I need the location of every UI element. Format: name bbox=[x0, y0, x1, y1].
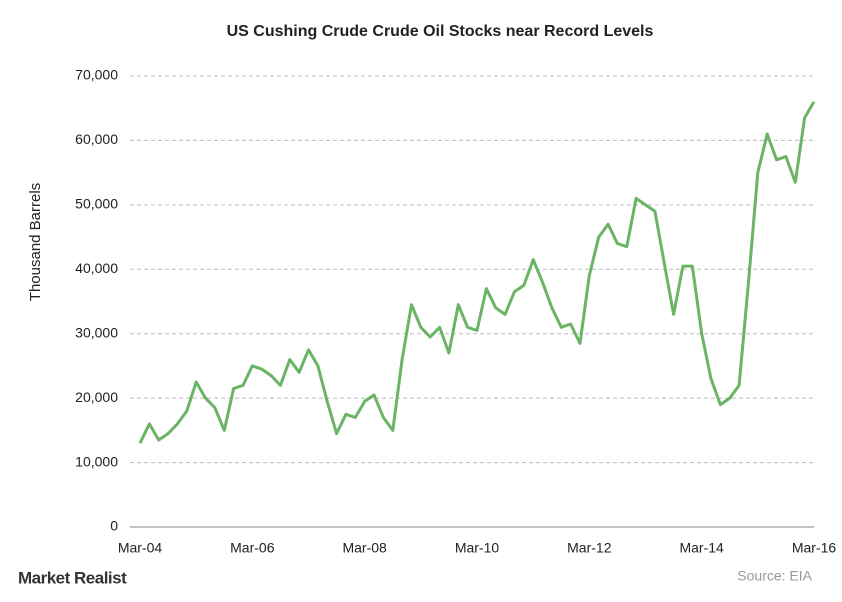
brand: Market Realist bbox=[18, 568, 127, 587]
y-tick-label: 40,000 bbox=[75, 260, 118, 276]
x-tick-label: Mar-16 bbox=[792, 540, 837, 556]
y-tick-label: 60,000 bbox=[75, 131, 118, 147]
y-tick-label: 10,000 bbox=[75, 453, 118, 469]
chart-title: US Cushing Crude Crude Oil Stocks near R… bbox=[227, 23, 654, 40]
x-tick-label: Mar-14 bbox=[679, 540, 724, 556]
x-tick-label: Mar-12 bbox=[567, 540, 612, 556]
y-tick-label: 70,000 bbox=[75, 67, 118, 83]
source: Source: EIA bbox=[737, 568, 812, 584]
y-tick-label: 0 bbox=[110, 518, 118, 534]
x-tick-label: Mar-08 bbox=[342, 540, 387, 556]
y-axis-label: Thousand Barrels bbox=[27, 183, 44, 301]
y-tick-label: 20,000 bbox=[75, 389, 118, 405]
x-tick-label: Mar-06 bbox=[230, 540, 275, 556]
y-tick-label: 30,000 bbox=[75, 324, 118, 340]
data-line bbox=[138, 101, 816, 444]
y-tick-label: 50,000 bbox=[75, 196, 118, 212]
x-tick-label: Mar-04 bbox=[118, 540, 163, 556]
x-tick-label: Mar-10 bbox=[455, 540, 500, 556]
